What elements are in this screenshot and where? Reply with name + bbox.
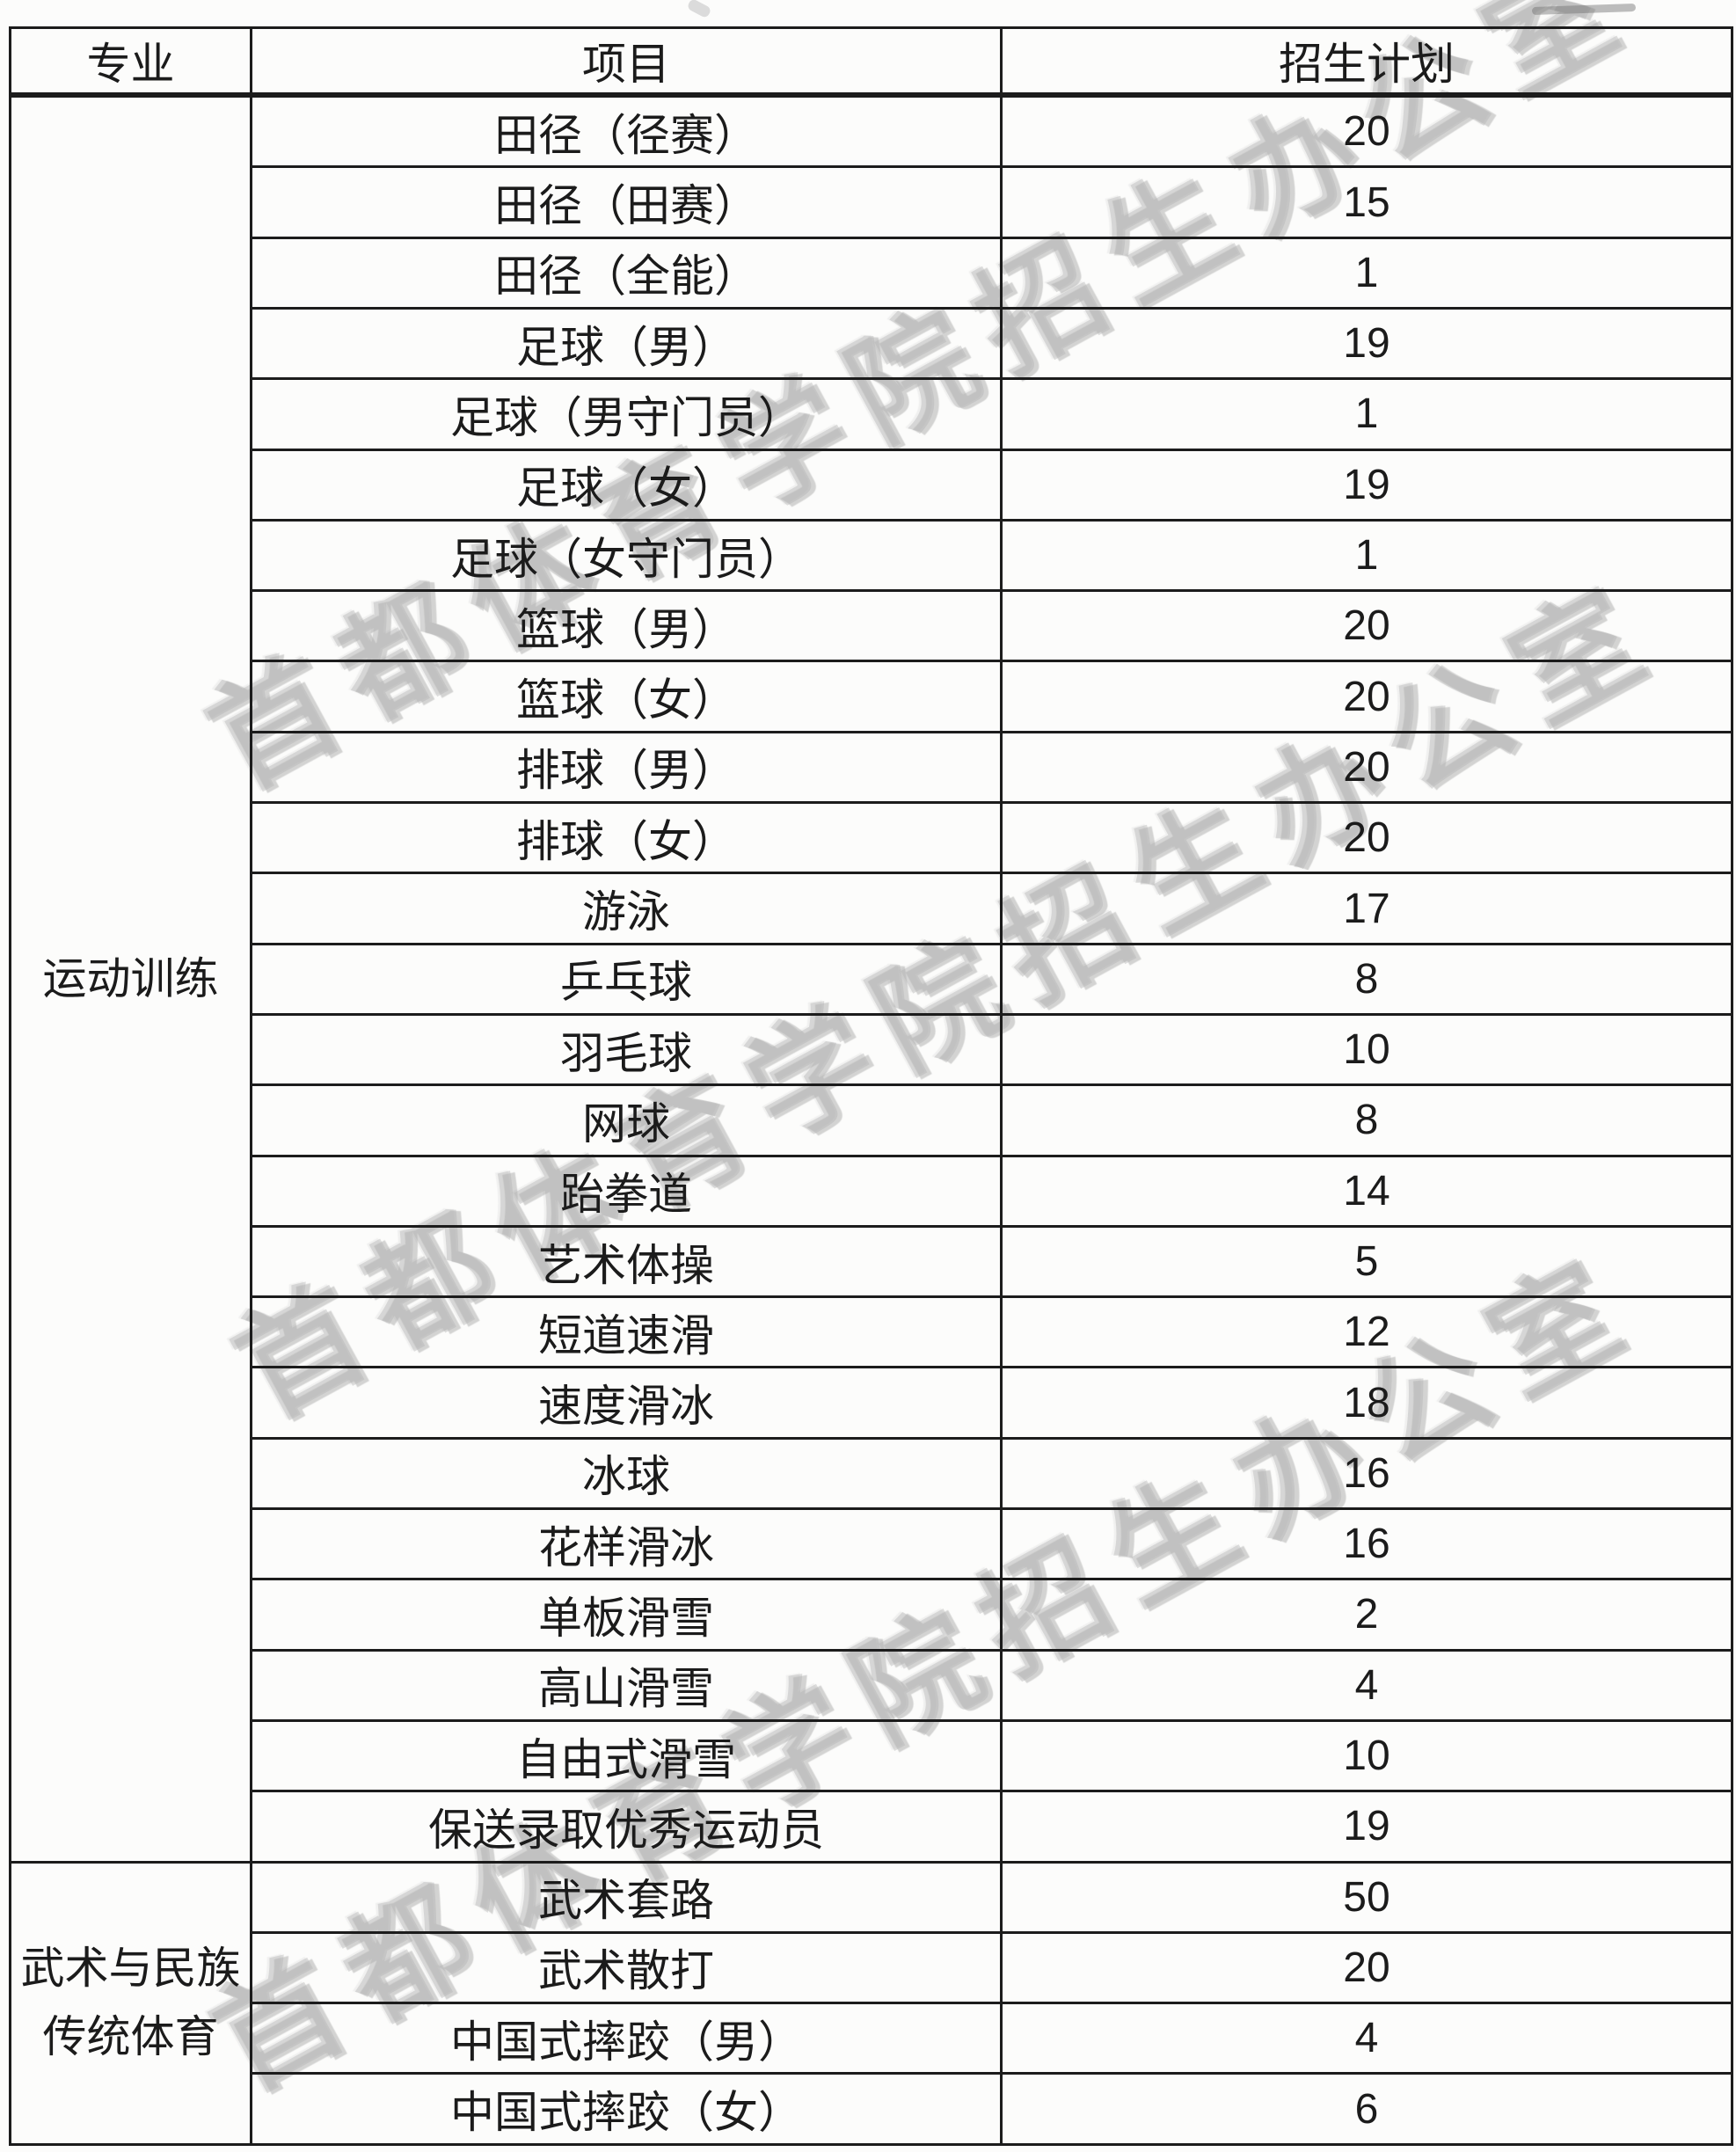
plan-count-cell: 16	[1000, 1507, 1733, 1581]
table-row: 中国式摔跤（男） 4	[11, 2002, 1733, 2075]
table-row: 网球 8	[11, 1083, 1733, 1157]
plan-count-cell: 1	[1000, 236, 1733, 310]
event-cell: 田径（径赛）	[250, 93, 1003, 169]
event-cell: 花样滑冰	[250, 1507, 1003, 1581]
plan-count-cell: 10	[1000, 1012, 1733, 1087]
table-row: 花样滑冰 16	[11, 1507, 1733, 1581]
event-cell: 足球（男守门员）	[250, 377, 1003, 451]
plan-count-cell: 20	[1000, 93, 1733, 169]
plan-count-cell: 20	[1000, 1930, 1733, 2005]
admissions-plan-table: 专业 项目 招生计划 运动训练 田径（径赛） 20 田径（田赛） 15 田径（全能） 1 足球…	[9, 26, 1733, 2147]
event-cell: 篮球（男）	[250, 589, 1003, 663]
table-row: 速度滑冰 18	[11, 1366, 1733, 1440]
event-cell: 田径（田赛）	[250, 165, 1003, 239]
table-row: 排球（女） 20	[11, 801, 1733, 875]
plan-count-cell: 8	[1000, 1083, 1733, 1157]
plan-count-cell: 4	[1000, 1648, 1733, 1722]
event-cell: 中国式摔跤（女）	[250, 2072, 1003, 2146]
column-header-major: 专业	[9, 26, 252, 98]
plan-count-cell: 17	[1000, 872, 1733, 945]
scan-artifact	[686, 0, 712, 19]
event-cell: 保送录取优秀运动员	[250, 1790, 1003, 1864]
major-cell: 运动训练	[9, 93, 252, 1864]
table-row: 足球（男） 19	[11, 306, 1733, 381]
plan-count-cell: 19	[1000, 306, 1733, 381]
table-row: 足球（女） 19	[11, 448, 1733, 522]
event-cell: 短道速滑	[250, 1295, 1003, 1369]
plan-count-cell: 1	[1000, 518, 1733, 593]
table-row: 田径（全能） 1	[11, 236, 1733, 310]
event-cell: 单板滑雪	[250, 1578, 1003, 1652]
event-cell: 武术散打	[250, 1930, 1003, 2005]
event-cell: 足球（女守门员）	[250, 518, 1003, 593]
table-row: 乒乓球 8	[11, 942, 1733, 1016]
plan-count-cell: 10	[1000, 1718, 1733, 1793]
event-cell: 武术套路	[250, 1860, 1003, 1934]
event-cell: 自由式滑雪	[250, 1718, 1003, 1793]
table-row: 足球（女守门员） 1	[11, 518, 1733, 593]
plan-count-cell: 12	[1000, 1295, 1733, 1369]
plan-count-cell: 2	[1000, 1578, 1733, 1652]
table-row: 运动训练 田径（径赛） 20	[9, 93, 1733, 1864]
plan-count-cell: 6	[1000, 2072, 1733, 2146]
plan-count-cell: 8	[1000, 942, 1733, 1016]
plan-count-cell: 1	[1000, 377, 1733, 451]
major-cell: 武术与民族传统体育	[9, 1860, 252, 2147]
table-row: 羽毛球 10	[11, 1012, 1733, 1087]
plan-count-cell: 19	[1000, 448, 1733, 522]
plan-count-cell: 20	[1000, 801, 1733, 875]
event-cell: 排球（男）	[250, 730, 1003, 805]
plan-count-cell: 20	[1000, 589, 1733, 663]
event-cell: 足球（男）	[250, 306, 1003, 381]
table-row: 武术与民族传统体育 武术套路 50	[9, 1860, 1733, 2147]
table-row: 艺术体操 5	[11, 1224, 1733, 1299]
scan-artifact	[1531, 3, 1637, 16]
event-cell: 排球（女）	[250, 801, 1003, 875]
table-row: 自由式滑雪 10	[11, 1718, 1733, 1793]
plan-count-cell: 4	[1000, 2002, 1733, 2075]
event-cell: 田径（全能）	[250, 236, 1003, 310]
event-cell: 冰球	[250, 1436, 1003, 1511]
event-cell: 艺术体操	[250, 1224, 1003, 1299]
event-cell: 高山滑雪	[250, 1648, 1003, 1722]
table-row: 排球（男） 20	[11, 730, 1733, 805]
table-row: 游泳 17	[11, 872, 1733, 945]
plan-count-cell: 5	[1000, 1224, 1733, 1299]
event-cell: 乒乓球	[250, 942, 1003, 1016]
table-row: 保送录取优秀运动员 19	[11, 1790, 1733, 1864]
event-cell: 网球	[250, 1083, 1003, 1157]
plan-count-cell: 14	[1000, 1154, 1733, 1228]
table-row: 跆拳道 14	[11, 1154, 1733, 1228]
event-cell: 足球（女）	[250, 448, 1003, 522]
event-cell: 中国式摔跤（男）	[250, 2002, 1003, 2075]
plan-count-cell: 19	[1000, 1790, 1733, 1864]
table-row: 篮球（男） 20	[11, 589, 1733, 663]
table-row: 中国式摔跤（女） 6	[11, 2072, 1733, 2146]
table-row: 田径（田赛） 15	[11, 165, 1733, 239]
plan-count-cell: 50	[1000, 1860, 1733, 1934]
header-row: 专业 项目 招生计划	[9, 26, 1733, 98]
table-row: 冰球 16	[11, 1436, 1733, 1511]
event-cell: 羽毛球	[250, 1012, 1003, 1087]
table-row: 单板滑雪 2	[11, 1578, 1733, 1652]
table-row: 短道速滑 12	[11, 1295, 1733, 1369]
table-row: 高山滑雪 4	[11, 1648, 1733, 1722]
event-cell: 游泳	[250, 872, 1003, 945]
table-row: 武术散打 20	[11, 1930, 1733, 2005]
plan-count-cell: 16	[1000, 1436, 1733, 1511]
plan-count-cell: 18	[1000, 1366, 1733, 1440]
plan-count-cell: 20	[1000, 660, 1733, 733]
table-row: 篮球（女） 20	[11, 660, 1733, 733]
event-cell: 速度滑冰	[250, 1366, 1003, 1440]
column-header-plan: 招生计划	[1000, 26, 1733, 98]
column-header-event: 项目	[250, 26, 1003, 98]
plan-count-cell: 15	[1000, 165, 1733, 239]
event-cell: 跆拳道	[250, 1154, 1003, 1228]
table-row: 足球（男守门员） 1	[11, 377, 1733, 451]
plan-count-cell: 20	[1000, 730, 1733, 805]
event-cell: 篮球（女）	[250, 660, 1003, 733]
